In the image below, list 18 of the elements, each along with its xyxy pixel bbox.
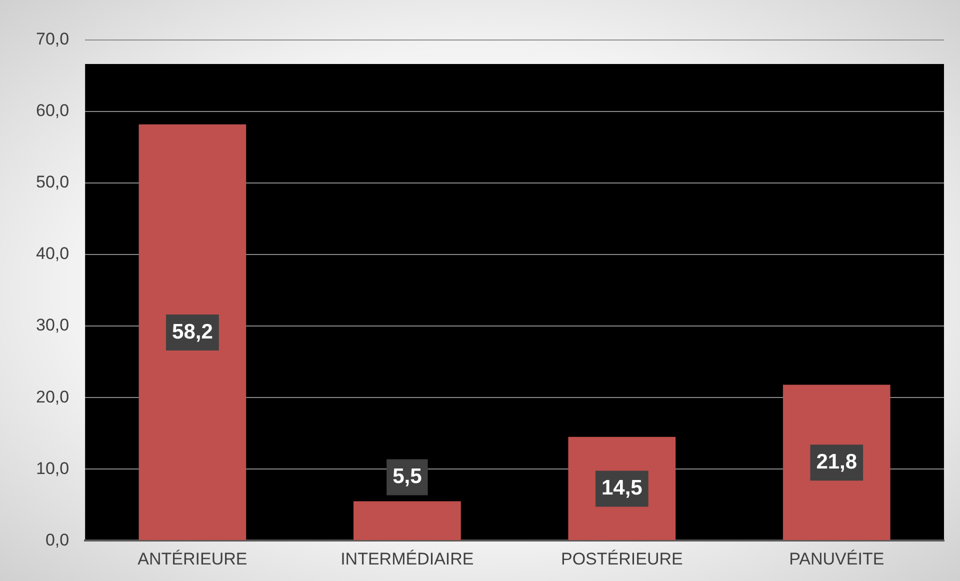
- y-tick-label: 0,0: [45, 530, 70, 550]
- x-tick-label: ANTÉRIEURE: [138, 549, 248, 568]
- data-label: 21,8: [816, 450, 858, 474]
- x-tick-label: INTERMÉDIAIRE: [340, 549, 474, 568]
- data-label: 14,5: [601, 476, 643, 500]
- y-tick-label: 40,0: [36, 244, 70, 264]
- y-tick-label: 10,0: [36, 458, 70, 478]
- bar: [138, 124, 246, 540]
- bar: [354, 501, 461, 540]
- y-tick-label: 70,0: [36, 30, 70, 49]
- y-tick-label: 20,0: [36, 387, 70, 406]
- y-tick-label: 60,0: [36, 101, 70, 120]
- y-tick-label: 30,0: [36, 316, 70, 335]
- x-tick-label: PANUVÉITE: [789, 549, 884, 568]
- y-tick-label: 50,0: [36, 172, 70, 192]
- data-label: 58,2: [172, 320, 213, 344]
- x-tick-label: POSTÉRIEURE: [560, 549, 683, 568]
- data-label: 5,5: [392, 465, 422, 488]
